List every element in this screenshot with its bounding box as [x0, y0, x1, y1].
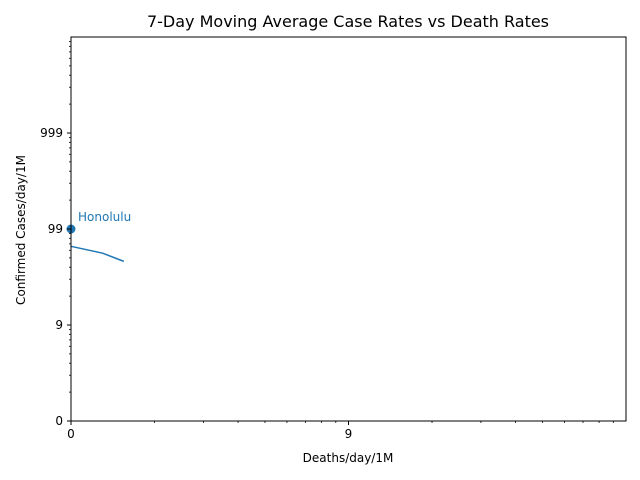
- x-tick-label: 9: [345, 427, 353, 441]
- y-tick-label: 9: [55, 318, 63, 332]
- series-line: [70, 245, 125, 263]
- x-tick-label: 0: [67, 427, 75, 441]
- y-axis-label: Confirmed Cases/day/1M: [14, 155, 28, 305]
- y-tick-label: 0: [55, 414, 63, 428]
- y-tick-label: 99: [48, 222, 63, 236]
- x-axis-label: Deaths/day/1M: [303, 451, 394, 465]
- y-tick-label: 999: [40, 126, 63, 140]
- plot-frame: [70, 36, 627, 422]
- series-annotation: Honolulu: [78, 210, 131, 224]
- chart-title: 7-Day Moving Average Case Rates vs Death…: [147, 12, 549, 31]
